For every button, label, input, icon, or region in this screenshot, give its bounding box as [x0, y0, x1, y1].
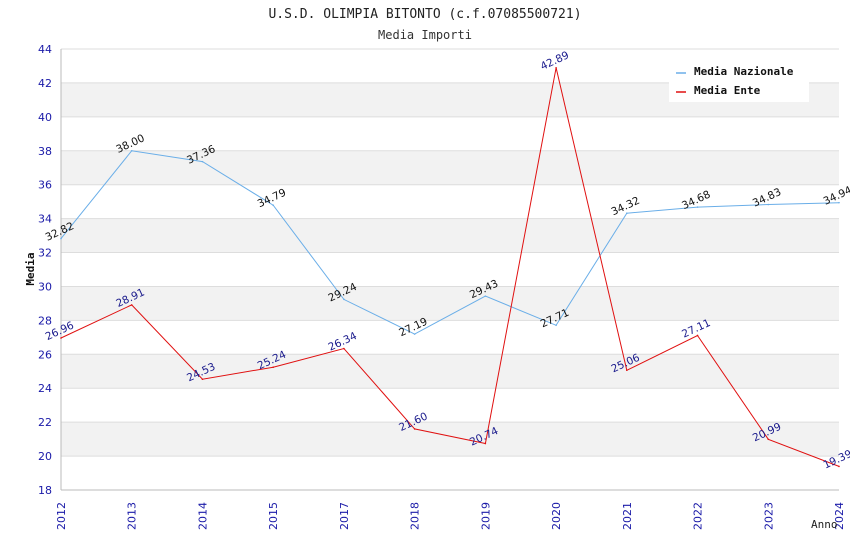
data-point [201, 160, 204, 163]
x-axis-label: Anno [811, 518, 838, 531]
legend-box [669, 60, 809, 102]
grid-band [61, 218, 839, 253]
grid-band [61, 388, 839, 423]
series-line-media-nazionale [60, 150, 840, 335]
data-point [838, 201, 840, 204]
x-tick-label: 2014 [196, 502, 209, 530]
series-lines [60, 67, 840, 468]
chart-subtitle: Media Importi [378, 28, 472, 42]
y-tick-label: 20 [38, 450, 52, 463]
data-point [838, 465, 840, 468]
data-point [272, 366, 274, 368]
series-line-media-ente [60, 67, 840, 467]
x-tick-label: 2018 [409, 502, 422, 530]
data-point [343, 298, 345, 301]
data-point [130, 304, 133, 306]
x-tick-label: 2017 [338, 502, 351, 530]
data-point [767, 438, 770, 441]
y-axis-label: Media [24, 252, 37, 285]
x-tick-label: 2023 [762, 502, 775, 530]
legend-label-media-nazionale: Media Nazionale [694, 65, 794, 78]
chart-title: U.S.D. OLIMPIA BITONTO (c.f.07085500721) [268, 7, 581, 22]
data-point [484, 295, 487, 297]
y-tick-label: 22 [38, 416, 52, 429]
y-tick-label: 18 [38, 484, 52, 497]
data-point [272, 204, 274, 207]
legend: Media Nazionale Media Ente [669, 60, 809, 102]
grid-band [61, 184, 839, 219]
y-tick-label: 44 [38, 43, 52, 56]
y-tick-label: 28 [38, 314, 52, 327]
x-tick-label: 2012 [55, 502, 68, 530]
y-tick-label: 34 [38, 213, 52, 226]
data-point [343, 347, 345, 350]
y-tick-label: 26 [38, 348, 52, 361]
data-point [555, 324, 557, 327]
data-point [201, 378, 204, 381]
y-tick-label: 42 [38, 77, 52, 90]
x-tick-label: 2020 [550, 502, 563, 530]
y-tick-label: 30 [38, 280, 52, 293]
data-point [696, 206, 699, 208]
x-tick-label: 2013 [126, 502, 139, 530]
grid-band [61, 354, 839, 389]
data-point [60, 237, 62, 240]
grid-bands [61, 49, 839, 490]
data-point [696, 334, 699, 337]
data-point [60, 337, 62, 339]
y-tick-label: 40 [38, 111, 52, 124]
y-tick-label: 38 [38, 145, 52, 158]
grid-band [61, 116, 839, 151]
data-point [626, 369, 628, 372]
y-tick-label: 24 [38, 382, 52, 395]
data-point [413, 428, 416, 430]
grid-band [61, 320, 839, 355]
data-point [130, 149, 133, 152]
data-point [555, 67, 557, 69]
x-tick-label: 2024 [833, 502, 846, 530]
grid-band [61, 150, 839, 185]
x-tick-label: 2019 [479, 502, 492, 530]
data-point [484, 442, 487, 445]
y-tick-label: 36 [38, 179, 52, 192]
grid-band [61, 422, 839, 457]
x-tick-label: 2022 [692, 502, 705, 530]
x-tick-label: 2021 [621, 502, 634, 530]
grid-band [61, 456, 839, 490]
data-point [767, 203, 770, 206]
x-tick-label: 2015 [267, 502, 280, 530]
grid-band [61, 252, 839, 287]
legend-label-media-ente: Media Ente [694, 84, 761, 97]
data-point [413, 333, 416, 335]
data-point [626, 212, 628, 214]
y-tick-label: 32 [38, 247, 52, 260]
